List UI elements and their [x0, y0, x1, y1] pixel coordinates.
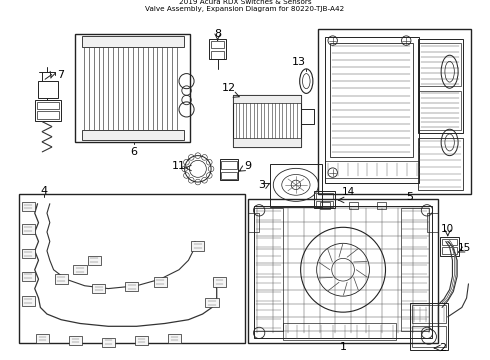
Bar [318, 29, 471, 194]
Bar [135, 336, 148, 345]
Bar [417, 39, 463, 133]
Text: 8: 8 [214, 29, 221, 39]
Bar [75, 34, 190, 143]
Bar [377, 202, 387, 210]
Text: 14: 14 [342, 188, 355, 197]
Bar [74, 265, 87, 274]
Bar [102, 338, 115, 347]
Text: 1: 1 [340, 342, 346, 352]
Bar [22, 271, 35, 281]
Text: 2: 2 [440, 343, 446, 353]
Bar [168, 334, 181, 343]
Bar [320, 202, 330, 210]
Bar [19, 194, 245, 343]
Bar [153, 277, 167, 287]
Bar [233, 95, 301, 147]
Bar [22, 249, 35, 258]
Bar [233, 95, 301, 103]
Bar [419, 91, 461, 130]
Bar [325, 161, 419, 178]
Text: 7: 7 [57, 69, 65, 80]
Bar [248, 213, 259, 232]
Text: 4: 4 [41, 186, 48, 197]
Bar [283, 324, 396, 341]
Bar [419, 44, 461, 86]
Text: 2019 Acura RDX Switches & Sensors
Valve Assembly, Expansion Diagram for 80220-TJ: 2019 Acura RDX Switches & Sensors Valve … [146, 0, 344, 12]
Bar [412, 305, 446, 324]
Text: 10: 10 [441, 224, 454, 234]
Bar [35, 100, 61, 121]
Bar [270, 164, 322, 207]
Bar [412, 326, 446, 347]
Text: 11: 11 [172, 161, 186, 171]
Bar [220, 159, 239, 180]
Text: 9: 9 [245, 161, 251, 171]
Bar [325, 37, 419, 183]
Text: 6: 6 [130, 147, 137, 157]
Bar [92, 284, 105, 293]
Bar [410, 303, 448, 350]
Bar [442, 239, 457, 245]
Bar [401, 208, 429, 331]
Bar [442, 247, 457, 254]
Bar [211, 41, 224, 48]
Bar [316, 193, 333, 199]
Bar [211, 51, 224, 59]
Text: 15: 15 [458, 243, 471, 253]
Bar [221, 161, 237, 169]
Bar [22, 202, 35, 211]
Bar [233, 138, 301, 147]
Bar [209, 39, 226, 59]
Bar [213, 277, 226, 287]
Bar [349, 202, 358, 210]
Bar [254, 208, 283, 331]
Bar [37, 111, 59, 119]
Bar [37, 102, 59, 109]
Bar [440, 237, 459, 256]
Bar [221, 172, 237, 179]
Text: 13: 13 [292, 57, 306, 67]
Bar [125, 282, 139, 291]
Text: 12: 12 [222, 83, 236, 93]
Bar [38, 81, 58, 98]
Bar [22, 296, 35, 306]
Text: 5: 5 [407, 192, 414, 202]
Bar [82, 36, 184, 47]
Bar [69, 336, 82, 345]
Bar [330, 44, 413, 157]
Bar [54, 274, 68, 284]
Bar [248, 199, 438, 343]
Bar [427, 213, 438, 232]
Bar [254, 206, 432, 338]
Bar [88, 256, 101, 265]
Text: 3: 3 [258, 180, 266, 190]
Bar [316, 201, 333, 207]
Bar [191, 242, 204, 251]
Bar [36, 334, 49, 343]
Bar [417, 138, 463, 190]
Bar [22, 225, 35, 234]
Bar [314, 192, 335, 208]
Bar [82, 130, 184, 140]
Bar [205, 298, 219, 307]
